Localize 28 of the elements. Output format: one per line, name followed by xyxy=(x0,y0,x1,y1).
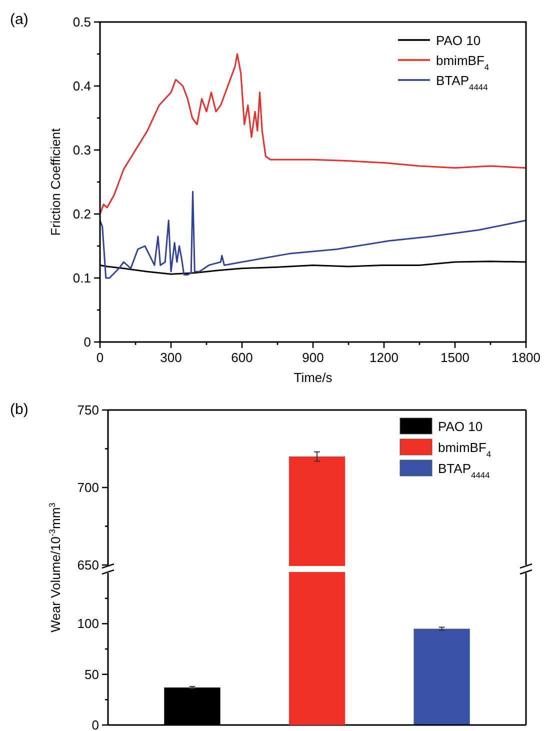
x-tick-label: 1800 xyxy=(512,350,540,365)
x-tick-label: 1500 xyxy=(440,350,470,365)
y-tick-label: 0.3 xyxy=(72,142,91,158)
legend-label: PAO 10 xyxy=(436,33,481,48)
y-tick-label: 700 xyxy=(77,480,99,496)
chart-title: (b) xyxy=(10,401,28,418)
x-tick-label: 600 xyxy=(231,350,253,365)
legend-label: BTAP$_{4444}$ xyxy=(436,73,488,92)
legend-label: PAO 10 xyxy=(438,419,483,434)
y-tick-label: 0.1 xyxy=(72,270,91,286)
chart-title: (a) xyxy=(10,11,28,28)
x-tick-label: 300 xyxy=(160,350,182,365)
y-axis-title: Friction Coefficient xyxy=(48,128,63,236)
y-tick-label: 650 xyxy=(77,558,99,573)
x-tick-label: 1200 xyxy=(370,350,398,365)
legend-label: bmimBF$_{4}$ xyxy=(436,53,490,72)
legend-label: BTAP$_{4444}$ xyxy=(438,461,490,480)
x-axis-title: Time/s xyxy=(294,370,333,385)
legend-label: bmimBF$_{4}$ xyxy=(438,440,492,459)
x-tick-label: 900 xyxy=(302,350,324,365)
y-tick-label: 0 xyxy=(84,334,91,350)
y-tick-label: 750 xyxy=(77,402,99,418)
y-tick-label: 0.5 xyxy=(72,14,91,30)
y-tick-label: 100 xyxy=(77,616,99,632)
y-tick-label: 0 xyxy=(92,718,99,731)
y-tick-label: 50 xyxy=(84,666,99,682)
y-tick-label: 0.2 xyxy=(72,206,91,222)
y-tick-label: 0.4 xyxy=(72,78,91,94)
